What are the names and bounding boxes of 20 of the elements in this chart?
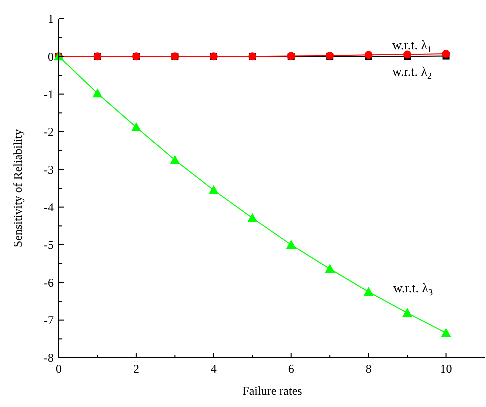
- y-tick-label: -3: [44, 162, 54, 177]
- y-tick-label: -2: [44, 125, 54, 140]
- series-label: w.r.t. λ$_{2}$: [392, 64, 433, 81]
- y-tick-label: -5: [44, 238, 54, 252]
- y-axis-title: Sensitivity of Reliability: [11, 130, 25, 248]
- x-tick-label: 4: [210, 362, 217, 376]
- y-tick-label: -8: [44, 351, 54, 366]
- series-label: w.r.t. λ$_{1}$: [392, 38, 432, 54]
- x-tick-label: 6: [288, 362, 294, 376]
- y-tick-label: -1: [44, 88, 54, 102]
- x-axis-title: Failure rates: [242, 384, 303, 398]
- y-tick-label: 1: [48, 12, 54, 26]
- x-tick-label: 2: [133, 362, 140, 376]
- x-tick-label: 10: [440, 362, 452, 376]
- x-tick-label: 8: [366, 362, 372, 376]
- y-tick-label: -4: [44, 200, 54, 215]
- y-tick-label: -6: [44, 276, 54, 290]
- series-label: w.r.t. λ$_{3}$: [393, 280, 434, 298]
- y-tick-label: 0: [48, 50, 54, 64]
- y-tick-label: -7: [44, 314, 54, 328]
